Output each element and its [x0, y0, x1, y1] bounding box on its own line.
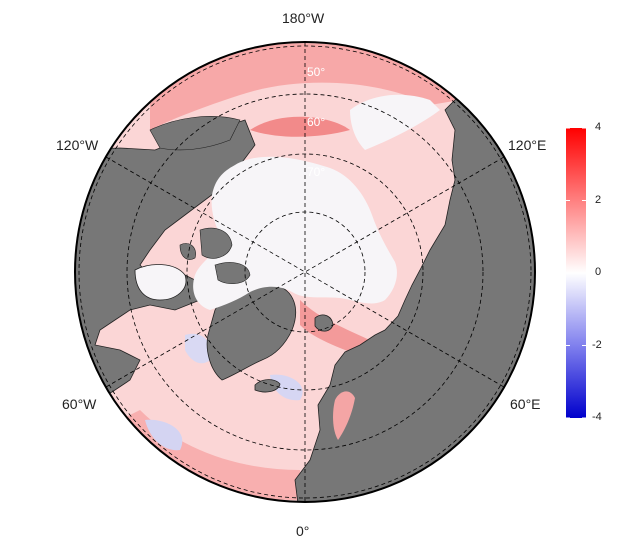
- longitude-label-180w: 180°W: [282, 10, 325, 26]
- latitude-label-60: 60°: [307, 115, 325, 129]
- cool-anomaly-iceland: [270, 374, 303, 401]
- longitude-label-60e: 60°E: [510, 396, 541, 412]
- longitude-label-120w: 120°W: [56, 137, 99, 153]
- colorbar-ticks: [566, 127, 586, 419]
- colorbar-label-minus4: -4: [592, 411, 602, 423]
- graticule: [78, 42, 532, 502]
- colorbar-label-minus2: -2: [592, 339, 602, 351]
- cool-anomaly-labrador: [185, 333, 211, 364]
- iceland: [254, 379, 281, 393]
- east-siberian-ice: [350, 94, 440, 150]
- latitude-label-50: 50°: [307, 65, 325, 79]
- cool-anomaly-south: [145, 419, 183, 451]
- longitude-label-0: 0°: [296, 523, 310, 539]
- hudson-bay: [134, 264, 187, 301]
- colorbar-label-4: 4: [595, 121, 602, 133]
- archipelago-island-2: [214, 262, 251, 284]
- colorbar-label-2: 2: [595, 194, 602, 206]
- latitude-labels: 50° 60° 70°: [307, 65, 325, 179]
- warm-anomaly-pacific: [150, 43, 460, 130]
- latitude-label-70: 70°: [307, 165, 325, 179]
- archipelago-island-3: [179, 243, 196, 260]
- latitude-60-circle: [126, 93, 484, 451]
- colorbar-gradient: [566, 128, 586, 418]
- baltic-sea: [333, 391, 355, 440]
- warm-anomaly-bering: [250, 116, 350, 137]
- longitude-label-60w: 60°W: [62, 396, 97, 412]
- longitude-label-120e: 120°E: [508, 137, 547, 153]
- archipelago-island-1: [199, 227, 233, 259]
- colorbar-label-0: 0: [595, 266, 602, 278]
- map-border: [74, 41, 536, 503]
